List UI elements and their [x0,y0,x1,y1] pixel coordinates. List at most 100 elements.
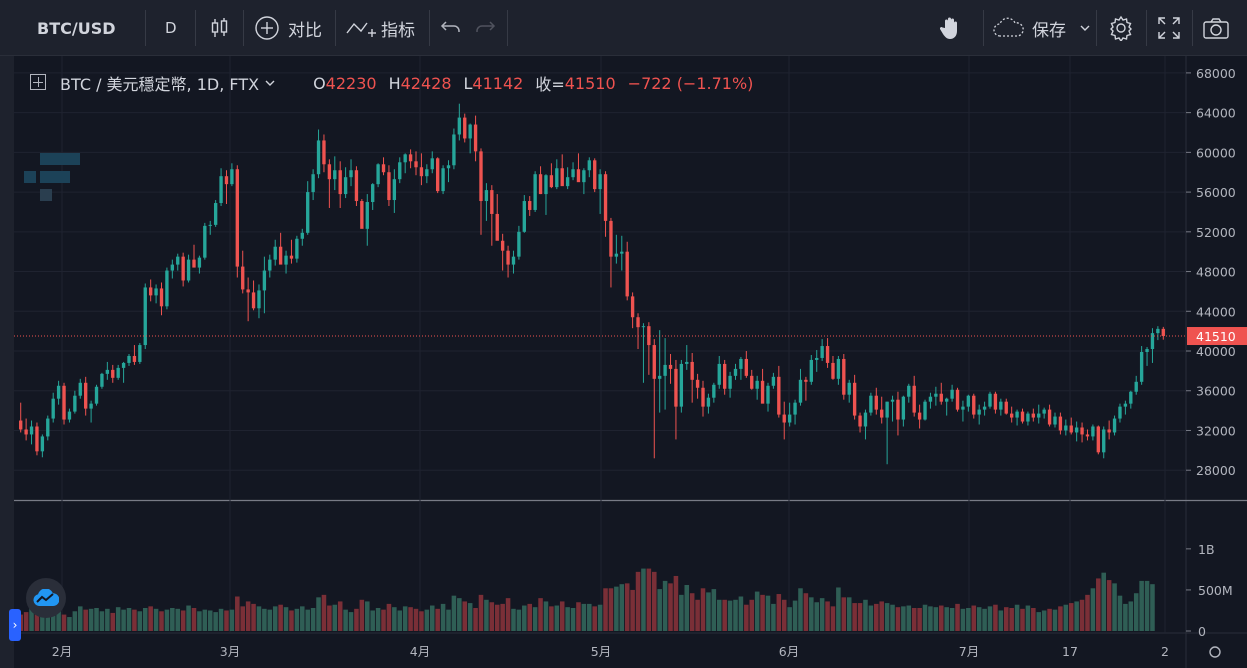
candle-body [165,270,169,307]
volume-tick-label: 0 [1198,624,1206,639]
hand-icon[interactable] [937,0,963,56]
volume-bar [1036,612,1042,631]
undo-icon[interactable] [440,0,462,56]
candle-body [333,170,337,180]
compare-label: 对比 [288,20,322,41]
volume-bar [180,610,186,631]
volume-bar [294,608,300,631]
volume-bar [744,604,749,631]
candle-body [695,379,700,388]
volume-bar [310,608,316,631]
indicators-label: 指标 [381,20,415,41]
candle-body [154,288,158,296]
toolbar-divider [507,10,508,46]
price-chart[interactable]: 28000 32000 36000 40000 44000 48000 52000 56000… [0,56,1247,668]
volume-bar [668,583,673,631]
volume-bar [836,587,841,631]
compare-button[interactable]: 对比 [254,0,322,56]
y-tick-label: 32000 [1196,423,1236,438]
candle-body [625,251,629,297]
volume-bar [1074,601,1079,631]
candles-style-icon[interactable] [207,0,231,56]
volume-bar [922,604,928,631]
candle-body [587,160,591,171]
volume-bar [505,598,511,631]
candle-body [1085,434,1090,437]
candle-body [549,175,554,188]
volume-bar [1020,608,1025,631]
candle-body [381,164,386,173]
volume-bar [527,603,533,631]
candle-body [609,220,613,257]
tradingview-logo[interactable] [26,578,66,618]
x-tick-label: 2月 [52,644,72,659]
candle-body [100,373,104,387]
left-margin [0,56,14,668]
candle-body [84,382,88,409]
volume-bar [332,604,338,631]
volume-bar [50,615,56,631]
candle-body [127,355,131,363]
fullscreen-icon[interactable] [1157,0,1181,56]
indicators-button[interactable]: 指标 [345,0,415,56]
candle-body [19,420,23,430]
volume-bar [868,605,874,631]
volume-bar [1128,601,1134,631]
candle-body [685,361,689,364]
candle-body [1145,349,1149,353]
volume-bar [164,609,170,631]
candle-body [500,240,505,251]
volume-bar [305,609,310,631]
y-tick-label: 52000 [1196,225,1236,240]
volume-bar [798,588,803,631]
symbol-search-button[interactable]: BTC/USD [37,18,116,38]
candle-body [528,201,532,210]
legend-symbol-name[interactable]: BTC / 美元穩定幣, 1D, FTX [60,75,260,94]
volume-bar [651,571,657,631]
volume-bar [175,608,181,631]
candle-body [473,124,478,152]
volume-bar [451,595,457,631]
candle-body [1118,406,1122,419]
candle-body [982,406,987,410]
volume-bar [462,601,468,631]
candle-body [869,395,873,413]
volume-bar [381,609,386,631]
volume-bar [392,607,397,631]
candle-body [950,389,954,399]
volume-bar [435,608,440,631]
save-button[interactable]: 保存 [992,0,1090,56]
expand-panel-chevron-icon[interactable]: › [9,609,21,641]
candle-body [809,359,813,382]
candle-body [939,393,943,402]
redo-icon[interactable] [474,0,496,56]
candle-body [1064,425,1068,431]
settings-gear-icon[interactable] [1108,0,1134,56]
candle-body [1031,413,1036,418]
candle-body [993,393,998,410]
volume-bar [457,598,462,631]
volume-bar [592,606,597,631]
volume-bar [1112,583,1117,631]
candle-body [1020,411,1025,422]
candle-body [603,174,608,221]
candle-body [1150,333,1155,350]
candle-body [1080,427,1084,435]
volume-bar [814,602,820,631]
candle-body [831,362,835,379]
candle-body [289,255,294,259]
camera-icon[interactable] [1202,0,1230,56]
time-scale-settings-icon[interactable] [1209,646,1221,658]
candle-body [387,172,391,201]
volume-bar [993,604,998,631]
volume-bar [494,604,500,631]
y-tick-label: 36000 [1196,384,1236,399]
candle-body [999,401,1003,410]
volume-bar [446,609,451,631]
volume-bar [879,601,884,631]
legend-add-icon[interactable] [30,74,46,90]
candle-body [1123,403,1128,407]
interval-button[interactable]: D [165,19,177,37]
volume-bar [218,608,224,631]
candle-body [620,251,624,254]
